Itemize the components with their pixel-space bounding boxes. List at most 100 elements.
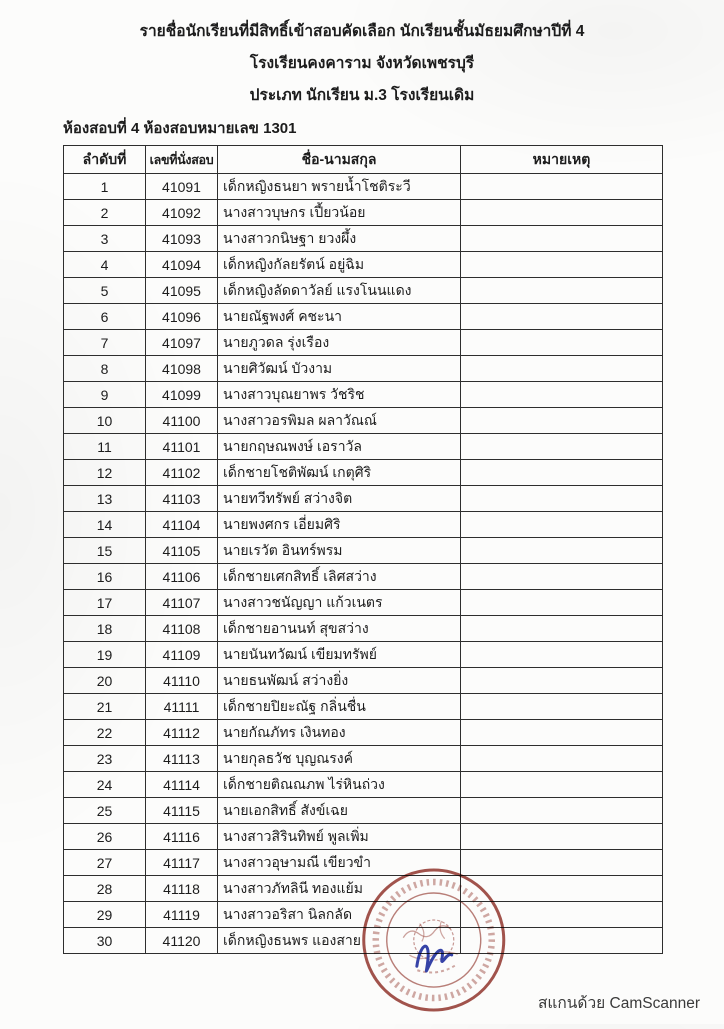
table-row: 1 41091 เด็กหญิงธนยา พรายน้ำโชติระวี — [63, 173, 663, 200]
student-name-cell: นายนันทวัฒน์ เขียมทรัพย์ — [217, 641, 461, 668]
student-name-cell: เด็กชายติณณภพ ไร่หินถ่วง — [217, 771, 461, 798]
table-row: 17 41107 นางสาวชนัญญา แก้วเนตร — [63, 589, 663, 616]
seat-number-cell: 41116 — [145, 823, 218, 850]
remark-cell — [460, 745, 663, 772]
seat-number-cell: 41107 — [145, 589, 218, 616]
row-number-cell: 2 — [63, 199, 146, 226]
seat-number-cell: 41115 — [145, 797, 218, 824]
row-number-cell: 22 — [63, 719, 146, 746]
student-name-cell: นายธนพัฒน์ สว่างยิ่ง — [217, 667, 461, 694]
seat-number-cell: 41099 — [145, 381, 218, 408]
remark-cell — [460, 459, 663, 486]
remark-cell — [460, 901, 663, 928]
student-name-cell: เด็กชายโชติพัฒน์ เกตุศิริ — [217, 459, 461, 486]
student-name-cell: เด็กหญิงธนยา พรายน้ำโชติระวี — [217, 173, 461, 200]
title-line-1: รายชื่อนักเรียนที่มีสิทธิ์เข้าสอบคัดเลือ… — [139, 23, 585, 40]
seat-number-cell: 41100 — [145, 407, 218, 434]
row-number-cell: 9 — [63, 381, 146, 408]
student-name-cell: นายทวีทรัพย์ สว่างจิต — [217, 485, 461, 512]
header-row-number: ลำดับที่ — [63, 145, 146, 174]
table-row: 18 41108 เด็กชายอานนท์ สุขสว่าง — [63, 615, 663, 642]
seat-number-cell: 41112 — [145, 719, 218, 746]
header-student-name: ชื่อ-นามสกุล — [217, 145, 461, 174]
row-number-cell: 18 — [63, 615, 146, 642]
seat-number-cell: 41101 — [145, 433, 218, 460]
student-table-body: 1 41091 เด็กหญิงธนยา พรายน้ำโชติระวี 2 41092… — [63, 173, 663, 954]
student-name-cell: นายพงศกร เอี่ยมศิริ — [217, 511, 461, 538]
seat-number-cell: 41104 — [145, 511, 218, 538]
remark-cell — [460, 797, 663, 824]
table-row: 24 41114 เด็กชายติณณภพ ไร่หินถ่วง — [63, 771, 663, 798]
table-row: 7 41097 นายภูวดล รุ่งเรือง — [63, 329, 663, 356]
seat-number-cell: 41108 — [145, 615, 218, 642]
row-number-cell: 6 — [63, 303, 146, 330]
table-row: 8 41098 นายศิวัฒน์ บัวงาม — [63, 355, 663, 382]
table-row: 4 41094 เด็กหญิงกัลยรัตน์ อยู่ฉิม — [63, 251, 663, 278]
row-number-cell: 14 — [63, 511, 146, 538]
table-row: 6 41096 นายณัฐพงศ์ คชะนา — [63, 303, 663, 330]
remark-cell — [460, 823, 663, 850]
remark-cell — [460, 277, 663, 304]
row-number-cell: 17 — [63, 589, 146, 616]
document-title: รายชื่อนักเรียนที่มีสิทธิ์เข้าสอบคัดเลือ… — [0, 16, 724, 112]
student-name-cell: นายณัฐพงศ์ คชะนา — [217, 303, 461, 330]
row-number-cell: 26 — [63, 823, 146, 850]
row-number-cell: 4 — [63, 251, 146, 278]
table-row: 11 41101 นายกฤษณพงษ์ เอราวัล — [63, 433, 663, 460]
remark-cell — [460, 771, 663, 798]
student-name-cell: นายศิวัฒน์ บัวงาม — [217, 355, 461, 382]
seat-number-cell: 41111 — [145, 693, 218, 720]
remark-cell — [460, 251, 663, 278]
student-name-cell: เด็กชายอานนท์ สุขสว่าง — [217, 615, 461, 642]
table-header-row: ลำดับที่ เลขที่นั่งสอบ ชื่อ-นามสกุล หมาย… — [63, 145, 663, 174]
remark-cell — [460, 719, 663, 746]
row-number-cell: 7 — [63, 329, 146, 356]
student-name-cell: นางสาวกนิษฐา ยวงผึ้ง — [217, 225, 461, 252]
seat-number-cell: 41105 — [145, 537, 218, 564]
table-row: 9 41099 นางสาวบุณยาพร วัชริช — [63, 381, 663, 408]
row-number-cell: 19 — [63, 641, 146, 668]
row-number-cell: 5 — [63, 277, 146, 304]
remark-cell — [460, 589, 663, 616]
student-name-cell: นางสาวสิรินทิพย์ พูลเพิ่ม — [217, 823, 461, 850]
table-row: 30 41120 เด็กหญิงธนพร แองสาย — [63, 927, 663, 954]
remark-cell — [460, 303, 663, 330]
student-name-cell: เด็กชายเศกสิทธิ์ เลิศสว่าง — [217, 563, 461, 590]
table-row: 12 41102 เด็กชายโชติพัฒน์ เกตุศิริ — [63, 459, 663, 486]
seat-number-cell: 41091 — [145, 173, 218, 200]
remark-cell — [460, 615, 663, 642]
seat-number-cell: 41119 — [145, 901, 218, 928]
row-number-cell: 28 — [63, 875, 146, 902]
remark-cell — [460, 667, 663, 694]
table-row: 20 41110 นายธนพัฒน์ สว่างยิ่ง — [63, 667, 663, 694]
table-row: 25 41115 นายเอกสิทธิ์ สังข์เฉย — [63, 797, 663, 824]
remark-cell — [460, 173, 663, 200]
table-row: 3 41093 นางสาวกนิษฐา ยวงผึ้ง — [63, 225, 663, 252]
student-name-cell: นางสาวอุษามณี เขียวขำ — [217, 849, 461, 876]
table-row: 2 41092 นางสาวบุษกร เปี้ยวน้อย — [63, 199, 663, 226]
seat-number-cell: 41094 — [145, 251, 218, 278]
seat-number-cell: 41117 — [145, 849, 218, 876]
title-line-3: ประเภท นักเรียน ม.3 โรงเรียนเดิม — [249, 87, 475, 104]
remark-cell — [460, 355, 663, 382]
student-name-cell: นางสาวชนัญญา แก้วเนตร — [217, 589, 461, 616]
student-name-cell: เด็กหญิงธนพร แองสาย — [217, 927, 461, 954]
remark-cell — [460, 537, 663, 564]
row-number-cell: 21 — [63, 693, 146, 720]
row-number-cell: 12 — [63, 459, 146, 486]
seat-number-cell: 41103 — [145, 485, 218, 512]
remark-cell — [460, 849, 663, 876]
room-heading: ห้องสอบที่ 4 ห้องสอบหมายเลข 1301 — [63, 120, 297, 137]
seat-number-cell: 41093 — [145, 225, 218, 252]
table-row: 22 41112 นายกัณภัทร เงินทอง — [63, 719, 663, 746]
seat-number-cell: 41096 — [145, 303, 218, 330]
seat-number-cell: 41098 — [145, 355, 218, 382]
seat-number-cell: 41106 — [145, 563, 218, 590]
row-number-cell: 3 — [63, 225, 146, 252]
remark-cell — [460, 693, 663, 720]
table-row: 29 41119 นางสาวอริสา นิลกลัด — [63, 901, 663, 928]
remark-cell — [460, 407, 663, 434]
student-name-cell: นางสาวอรพิมล ผลาวัณณ์ — [217, 407, 461, 434]
student-name-cell: นางสาวอริสา นิลกลัด — [217, 901, 461, 928]
